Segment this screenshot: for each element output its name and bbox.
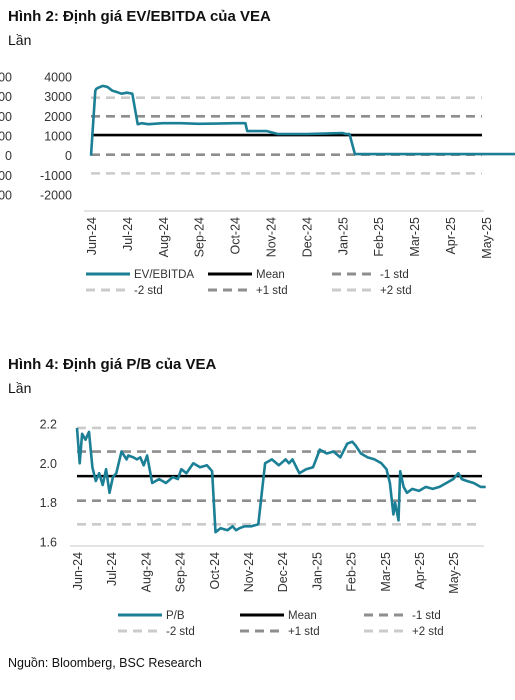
legend-label-mean: Mean <box>256 269 285 281</box>
x-tick-label: Oct-24 <box>229 217 243 255</box>
y-tick-label: -1000 <box>40 169 72 183</box>
y-tick-label-clipped: -2000 <box>0 189 12 203</box>
legend-label-plusminus-2-std: +2 std <box>380 285 412 297</box>
x-tick-label: Nov-24 <box>265 217 279 257</box>
y-tick-label-clipped: 3000 <box>0 90 12 104</box>
pb-chart: 2.2 2.0 1.8 1.6 Jun-24 Jul-24 Aug-24 Sep-24 Oct-… <box>40 418 486 638</box>
y-tick-label-clipped: 0 <box>5 149 12 163</box>
ev-ebitda-chart: 4000 3000 2000 1000 0 -1000 -2000 4000 3000 2000 1… <box>0 71 515 297</box>
y-tick-label: 1.6 <box>40 536 57 550</box>
x-tick-label: Jan-25 <box>336 217 350 255</box>
y-tick-label-clipped: 4000 <box>0 71 12 85</box>
y-tick-label-clipped: 2000 <box>0 110 12 124</box>
legend-label-plusminus-1-std: +1 std <box>256 285 288 297</box>
legend-label-plusminus-1-std: +1 std <box>288 626 320 638</box>
x-tick-label: Apr-25 <box>444 217 458 255</box>
x-tick-label: Mar-25 <box>408 217 422 257</box>
x-tick-label: Jul-24 <box>121 217 135 251</box>
y-tick-label: 2.2 <box>40 418 57 432</box>
x-tick-label: Aug-24 <box>157 217 171 257</box>
figure-1-title: Hình 2: Định giá EV/EBITDA của VEA <box>8 8 271 25</box>
figure-2-unit: Lần <box>8 380 32 396</box>
x-tick-label: Apr-25 <box>413 552 427 590</box>
y-tick-label-clipped: -1000 <box>0 169 12 183</box>
x-tick-label: Mar-25 <box>379 552 393 592</box>
y-tick-label: 2000 <box>44 110 72 124</box>
legend-label-minus-2-std: -2 std <box>166 626 195 638</box>
y-tick-label: 1.8 <box>40 496 57 510</box>
x-tick-label: May-25 <box>480 217 494 259</box>
legend-label-minus-2-std: -2 std <box>134 285 163 297</box>
p-b-line <box>75 427 486 534</box>
y-tick-label: 2.0 <box>40 457 57 471</box>
source-note: Nguồn: Bloomberg, BSC Research <box>8 656 202 670</box>
y-tick-label: 1000 <box>44 130 72 144</box>
x-tick-label: Feb-25 <box>372 217 386 257</box>
x-tick-label: Sep-24 <box>193 217 207 257</box>
x-tick-label: Aug-24 <box>139 552 153 592</box>
legend-label-mean: Mean <box>288 610 317 622</box>
x-tick-label: Sep-24 <box>174 552 188 592</box>
x-tick-label: Jul-24 <box>105 552 119 586</box>
y-tick-label: 4000 <box>44 71 72 85</box>
x-tick-label: Dec-24 <box>300 217 314 257</box>
x-tick-label: Jan-25 <box>310 552 324 590</box>
x-tick-label: Dec-24 <box>276 552 290 592</box>
legend-label-minus-1-std: -1 std <box>412 610 441 622</box>
figure-1-unit: Lần <box>8 32 32 48</box>
x-tick-label: Jun-24 <box>85 217 99 255</box>
x-tick-label: Jun-24 <box>71 552 85 590</box>
legend-label-p-b: P/B <box>166 610 185 622</box>
x-tick-label: Feb-25 <box>345 552 359 592</box>
y-tick-label: 0 <box>65 149 72 163</box>
x-tick-label: Nov-24 <box>242 552 256 592</box>
y-tick-label-clipped: 1000 <box>0 130 12 144</box>
legend-label-ev-ebitda: EV/EBITDA <box>134 269 194 281</box>
y-tick-label: 3000 <box>44 90 72 104</box>
x-tick-label: Oct-24 <box>208 552 222 590</box>
x-tick-label: May-25 <box>447 552 461 594</box>
legend-label-plusminus-2-std: +2 std <box>412 626 444 638</box>
figure-2-title: Hình 4: Định giá P/B của VEA <box>8 356 217 373</box>
ev-ebitda-line <box>89 84 515 156</box>
legend-label-minus-1-std: -1 std <box>380 269 409 281</box>
y-tick-label: -2000 <box>40 189 72 203</box>
